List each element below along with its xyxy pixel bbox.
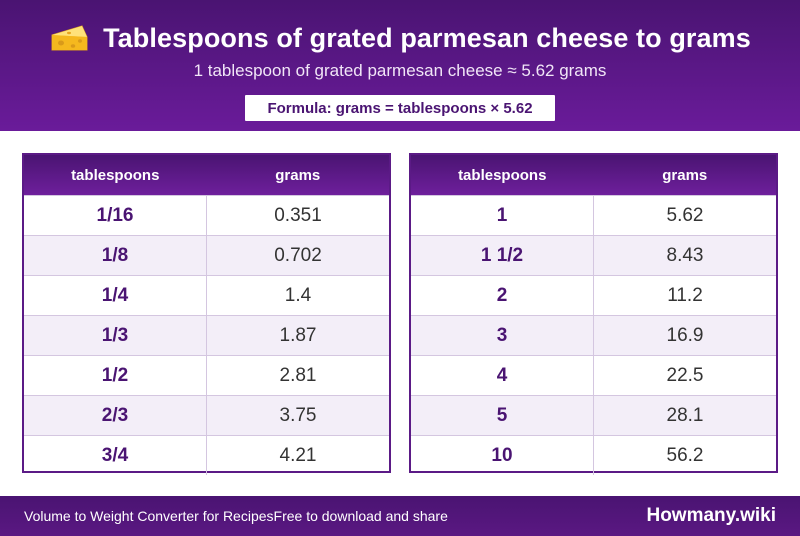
grams-cell: 56.2 [666, 444, 704, 466]
tablespoons-cell: 1/4 [24, 276, 207, 315]
brand-logo-text[interactable]: Howmany.wiki [646, 505, 776, 526]
grams-cell: 28.1 [666, 404, 704, 426]
table-row: 1/8 0.702 [24, 235, 389, 275]
grams-cell: 0.702 [274, 244, 322, 266]
footer: Volume to Weight Converter for Recipes Fr… [0, 496, 800, 536]
page-title: Tablespoons of grated parmesan cheese to… [103, 22, 751, 53]
footer-converter-label: Volume to Weight Converter for Recipes [24, 508, 274, 524]
grams-cell: 16.9 [666, 324, 704, 346]
column-header-tablespoons: tablespoons [458, 166, 547, 184]
table-row: 3 16.9 [411, 315, 776, 355]
formula-badge: Formula: grams = tablespoons × 5.62 [245, 95, 555, 121]
grams-cell: 1.4 [284, 284, 312, 306]
tablespoons-cell: 3 [411, 316, 594, 355]
table-row: 1/4 1.4 [24, 275, 389, 315]
table-row: 2/3 3.75 [24, 395, 389, 435]
table-row: 5 28.1 [411, 395, 776, 435]
grams-cell: 5.62 [666, 204, 704, 226]
conversion-table-left: tablespoons grams 1/16 0.351 1/8 0.702 1… [22, 153, 391, 475]
grams-cell: 0.351 [274, 204, 322, 226]
tablespoons-cell: 1/16 [24, 196, 207, 235]
table-header: tablespoons grams [24, 155, 389, 195]
table-header: tablespoons grams [411, 155, 776, 195]
grams-cell: 11.2 [667, 284, 703, 306]
tablespoons-cell: 1 [411, 196, 594, 235]
tablespoons-cell: 1/2 [24, 356, 207, 395]
header: Tablespoons of grated parmesan cheese to… [0, 0, 800, 131]
footer-text: Volume to Weight Converter for Recipes Fr… [24, 496, 448, 536]
cheese-icon [51, 25, 88, 51]
tablespoons-cell: 10 [411, 436, 594, 475]
conversion-table-right: tablespoons grams 1 5.62 1 1/2 8.43 2 11… [409, 153, 778, 475]
grams-cell: 3.75 [279, 404, 317, 426]
table-row: 2 11.2 [411, 275, 776, 315]
table-row: 1/2 2.81 [24, 355, 389, 395]
tablespoons-cell: 2 [411, 276, 594, 315]
grams-cell: 2.81 [279, 364, 317, 386]
column-header-tablespoons: tablespoons [71, 166, 160, 184]
table-body: 1 5.62 1 1/2 8.43 2 11.2 3 16.9 4 22.5 5… [411, 195, 776, 475]
tablespoons-cell: 1/3 [24, 316, 207, 355]
footer-share-label: Free to download and share [273, 508, 448, 524]
column-header-grams: grams [275, 166, 321, 184]
tablespoons-cell: 1 1/2 [411, 236, 594, 275]
column-header-grams: grams [662, 166, 708, 184]
table-body: 1/16 0.351 1/8 0.702 1/4 1.4 1/3 1.87 1/… [24, 195, 389, 475]
tablespoons-cell: 5 [411, 396, 594, 435]
table-row: 1/16 0.351 [24, 195, 389, 235]
tablespoons-cell: 2/3 [24, 396, 207, 435]
tablespoons-cell: 3/4 [24, 436, 207, 475]
title-row: Tablespoons of grated parmesan cheese to… [0, 16, 800, 60]
table-row: 10 56.2 [411, 435, 776, 475]
table-row: 1/3 1.87 [24, 315, 389, 355]
table-row: 3/4 4.21 [24, 435, 389, 475]
tablespoons-cell: 4 [411, 356, 594, 395]
tablespoons-cell: 1/8 [24, 236, 207, 275]
page-subtitle: 1 tablespoon of grated parmesan cheese ≈… [193, 61, 607, 80]
grams-cell: 1.87 [279, 324, 317, 346]
table-row: 4 22.5 [411, 355, 776, 395]
grams-cell: 4.21 [279, 444, 317, 466]
grams-cell: 22.5 [666, 364, 704, 386]
table-row: 1 5.62 [411, 195, 776, 235]
table-row: 1 1/2 8.43 [411, 235, 776, 275]
grams-cell: 8.43 [666, 244, 704, 266]
